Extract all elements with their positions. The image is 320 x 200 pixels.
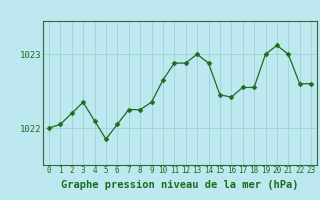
X-axis label: Graphe pression niveau de la mer (hPa): Graphe pression niveau de la mer (hPa) — [61, 180, 299, 190]
